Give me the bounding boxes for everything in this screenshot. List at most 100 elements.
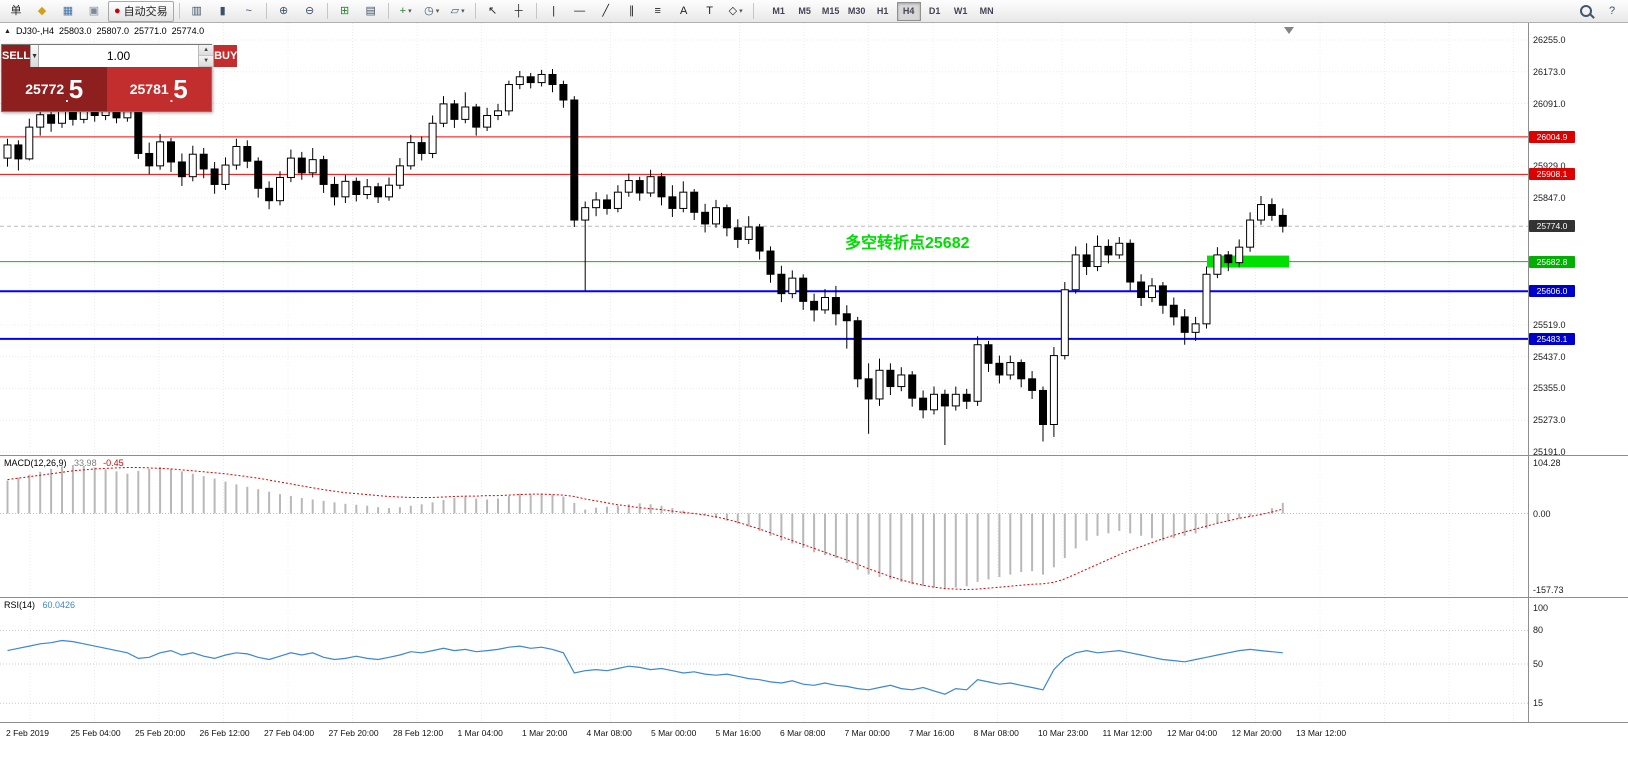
trade-panel-toggle-icon[interactable]: ▲ bbox=[4, 27, 11, 35]
time-axis-label: 7 Mar 16:00 bbox=[909, 728, 955, 738]
price-badge-25774.0: 25774.0 bbox=[1529, 220, 1575, 233]
volume-input[interactable] bbox=[39, 45, 199, 67]
timeframe-bar: M1 M5 M15 M30 H1 H4 D1 W1 MN bbox=[766, 1, 1000, 21]
timeframe-d1[interactable]: D1 bbox=[928, 6, 941, 16]
terminal-icon[interactable]: ▣ bbox=[88, 4, 100, 17]
time-axis[interactable]: 2 Feb 2019 25 Feb 04:00 25 Feb 20:00 26 Feb… bbox=[0, 723, 1628, 747]
cascade-windows-icon[interactable]: ▤ bbox=[365, 4, 376, 17]
rsi-axis-tick: 100 bbox=[1533, 603, 1549, 613]
timeframe-m5[interactable]: M5 bbox=[798, 6, 811, 16]
time-axis-label: 5 Mar 00:00 bbox=[651, 728, 697, 738]
sell-price-pip: 5 bbox=[68, 74, 84, 104]
shapes-icon[interactable]: ◇ ▾ bbox=[728, 4, 743, 17]
panel-separator[interactable] bbox=[0, 722, 1628, 723]
price-axis-tick: 25273.0 bbox=[1533, 415, 1566, 426]
time-axis-label: 25 Feb 04:00 bbox=[70, 728, 121, 738]
periods-icon[interactable]: ◷ ▾ bbox=[424, 4, 440, 17]
timeframe-m15[interactable]: M15 bbox=[821, 6, 840, 16]
sell-price[interactable]: 25772 . 5 bbox=[2, 67, 107, 111]
sell-button[interactable]: SELL bbox=[2, 45, 31, 67]
timeframe-h1[interactable]: H1 bbox=[876, 6, 889, 16]
tile-windows-icon[interactable]: ⊞ bbox=[340, 4, 350, 17]
time-axis-label: 5 Mar 16:00 bbox=[715, 728, 761, 738]
time-axis-label: 27 Feb 20:00 bbox=[328, 728, 379, 738]
chart-panel[interactable]: ▲ DJ30-,H4 25803.0 25807.0 25771.0 25774… bbox=[0, 23, 1628, 455]
bar-chart-icon[interactable]: ▥ bbox=[191, 4, 202, 17]
price-chart-canvas[interactable] bbox=[0, 23, 1628, 455]
order-type-dropdown[interactable]: ▼ bbox=[30, 45, 40, 67]
help-icon[interactable]: ? bbox=[1608, 4, 1616, 17]
rsi-canvas[interactable] bbox=[0, 598, 1628, 722]
volume-up-button[interactable]: ▲ bbox=[199, 45, 214, 56]
panel-separator[interactable] bbox=[0, 455, 1628, 456]
open-value: 25803.0 bbox=[58, 26, 92, 36]
time-axis-label: 28 Feb 12:00 bbox=[393, 728, 444, 738]
chart-window-icon[interactable]: ▦ bbox=[62, 4, 74, 17]
autotrading-button[interactable]: ● 自动交易 bbox=[108, 0, 174, 22]
time-axis-label: 4 Mar 08:00 bbox=[586, 728, 632, 738]
time-axis-label: 10 Mar 23:00 bbox=[1038, 728, 1089, 738]
zoom-in-icon[interactable]: ⊕ bbox=[279, 4, 289, 17]
volume-down-button[interactable]: ▼ bbox=[199, 56, 214, 67]
rsi-title: RSI(14) bbox=[4, 600, 36, 610]
macd-axis-tick: 0.00 bbox=[1533, 508, 1551, 519]
trendline-icon[interactable]: ╱ bbox=[602, 4, 609, 17]
rsi-value: 60.0426 bbox=[42, 600, 76, 610]
price-axis-tick: 25519.0 bbox=[1533, 319, 1566, 330]
panel-separator[interactable] bbox=[0, 597, 1628, 598]
toolbar-separator bbox=[326, 3, 328, 19]
vertical-line-icon[interactable]: | bbox=[552, 4, 556, 17]
search-icon[interactable] bbox=[1574, 1, 1598, 22]
chart-annotation-text[interactable]: 多空转折点25682 bbox=[845, 235, 970, 252]
cursor-icon[interactable]: ↖ bbox=[488, 4, 498, 17]
line-chart-icon[interactable]: ~ bbox=[245, 4, 252, 17]
toolbar-separator bbox=[387, 3, 389, 19]
zoom-out-icon[interactable]: ⊖ bbox=[305, 4, 315, 17]
price-badge-25908.1: 25908.1 bbox=[1529, 168, 1575, 181]
price-badge-25606.0: 25606.0 bbox=[1529, 285, 1575, 298]
time-axis-label: 26 Feb 12:00 bbox=[199, 728, 250, 738]
buy-button[interactable]: BUY bbox=[213, 45, 238, 67]
time-axis-label: 2 Feb 2019 bbox=[6, 728, 50, 738]
indicators-icon[interactable]: + ▾ bbox=[399, 4, 412, 17]
macd-label: MACD(12,26,9) 33.98 -0.45 bbox=[4, 458, 124, 468]
rsi-axis-tick: 80 bbox=[1533, 625, 1544, 636]
time-axis-label: 12 Mar 20:00 bbox=[1231, 728, 1282, 738]
templates-icon[interactable]: ▱ ▾ bbox=[450, 4, 465, 17]
candlestick-chart-icon[interactable]: ▮ bbox=[219, 4, 226, 17]
macd-canvas[interactable] bbox=[0, 456, 1628, 597]
sell-price-dot: . bbox=[65, 90, 69, 105]
label-icon[interactable]: T bbox=[706, 4, 714, 17]
search-icon bbox=[1580, 5, 1592, 17]
high-value: 25807.0 bbox=[96, 26, 130, 36]
menu-fragment: 单 bbox=[10, 4, 22, 17]
price-axis-tick: 25355.0 bbox=[1533, 383, 1566, 394]
toolbar-separator bbox=[474, 3, 476, 19]
rsi-axis-tick: 15 bbox=[1533, 698, 1544, 709]
timeframe-m30[interactable]: M30 bbox=[847, 6, 866, 16]
buy-price[interactable]: 25781 . 5 bbox=[106, 67, 211, 111]
horizontal-line-icon[interactable]: — bbox=[574, 4, 586, 17]
fibonacci-icon[interactable]: ≡ bbox=[654, 4, 661, 17]
one-click-trading-panel: SELL ▼ ▲ ▼ BUY 25772 . 5 257 bbox=[1, 44, 238, 112]
price-axis-tick: 25847.0 bbox=[1533, 192, 1566, 203]
rsi-panel[interactable]: RSI(14) 60.0426 100 80 50 15 bbox=[0, 598, 1628, 722]
channel-icon[interactable]: ∥ bbox=[628, 4, 635, 17]
macd-main-value: 33.98 bbox=[74, 458, 97, 468]
crosshair-icon[interactable]: ┼ bbox=[514, 4, 523, 17]
close-value: 25774.0 bbox=[171, 26, 205, 36]
timeframe-w1[interactable]: W1 bbox=[953, 6, 968, 16]
buy-price-pip: 5 bbox=[173, 74, 188, 104]
timeframe-h4[interactable]: H4 bbox=[896, 1, 921, 21]
time-axis-label: 1 Mar 20:00 bbox=[522, 728, 568, 738]
time-axis-label: 12 Mar 04:00 bbox=[1167, 728, 1218, 738]
text-icon[interactable]: A bbox=[679, 4, 688, 17]
toolbar-separator bbox=[178, 3, 180, 19]
timeframe-m1[interactable]: M1 bbox=[772, 6, 785, 16]
price-axis-tick: 25929.0 bbox=[1533, 161, 1566, 172]
chart-shift-marker-icon[interactable] bbox=[1284, 27, 1294, 34]
timeframe-mn[interactable]: MN bbox=[979, 6, 994, 16]
new-order-icon[interactable]: ◆ bbox=[37, 4, 47, 17]
macd-panel[interactable]: MACD(12,26,9) 33.98 -0.45 104.28 0.00 -157… bbox=[0, 456, 1628, 597]
